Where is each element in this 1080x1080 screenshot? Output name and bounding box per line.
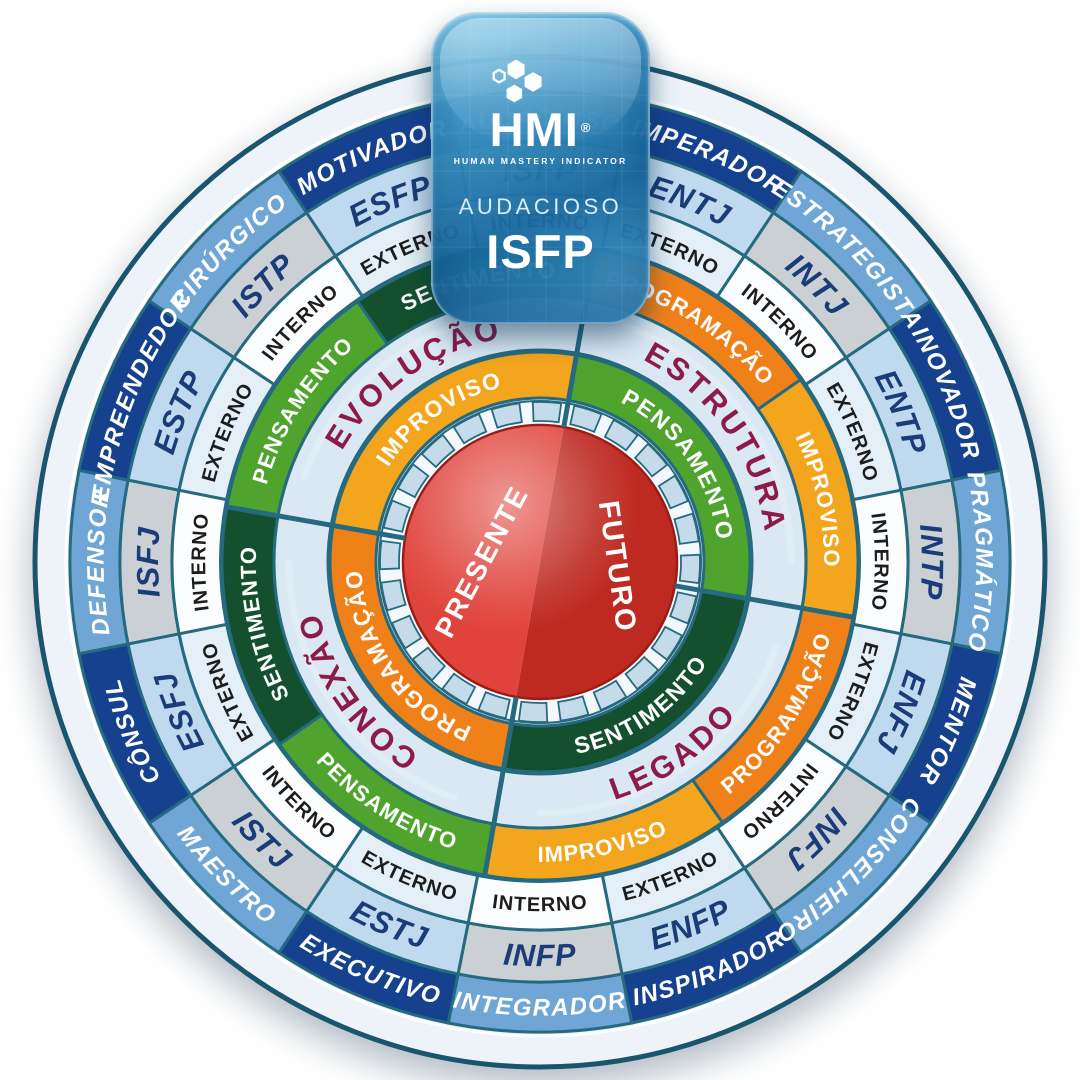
attitude-label-INFP: INTERNO [491,891,589,916]
quadrant-divider [226,504,406,541]
badge-type-code: ISFP [486,225,595,278]
hmi-wordmark: HMI ® [489,103,592,156]
quadrant-divider [674,583,854,620]
hexagon-cluster-icon [493,59,543,103]
quadrant-divider [482,696,519,876]
hmi-logo-subtitle: HUMAN MASTERY INDICATOR [453,156,628,166]
attitude-label-ISFJ: INTERNO [188,512,214,613]
result-badge: HMI ® HUMAN MASTERY INDICATOR AUDACIOSO … [431,12,650,324]
descriptor-label-ISFJ: DEFENSOR [83,487,116,638]
type-label-INFP: INFP [502,937,578,974]
attitude-label-INTP: INTERNO [866,511,892,612]
type-label-INTP: INTP [913,522,950,601]
badge-type-label: AUDACIOSO [458,194,623,219]
hmi-logo-text: HMI [489,103,579,156]
type-label-ISFJ: ISFJ [130,525,167,599]
hmi-logo: HMI ® HUMAN MASTERY INDICATOR [454,56,628,166]
registered-mark: ® [580,120,592,135]
